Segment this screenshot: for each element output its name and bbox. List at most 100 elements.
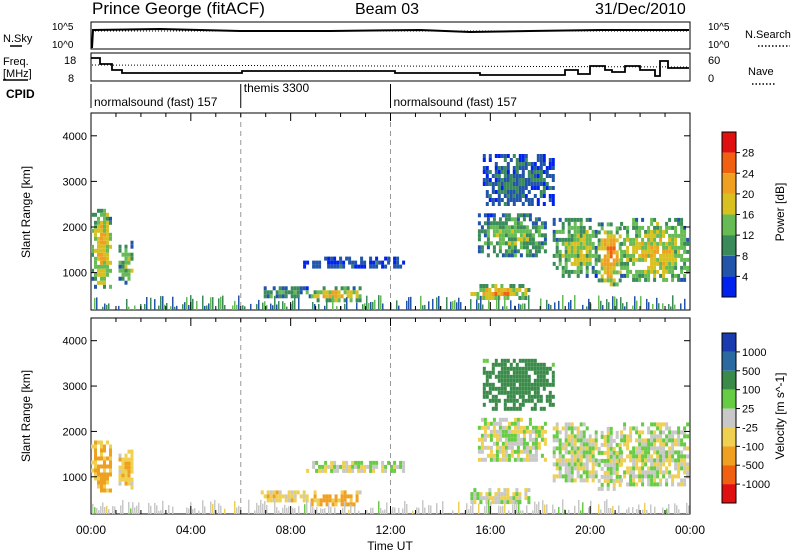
- echo-cell: [561, 241, 565, 246]
- echo-cell: [488, 154, 492, 158]
- echo-cell: [680, 466, 684, 471]
- echo-cell: [537, 245, 541, 250]
- echo-cell: [500, 166, 504, 170]
- echo-cell: [494, 170, 498, 174]
- echo-cell: [567, 273, 571, 278]
- echo-cell: [662, 458, 666, 463]
- echo-cell: [548, 194, 552, 198]
- echo-cell: [494, 496, 498, 501]
- echo-cell: [564, 426, 568, 431]
- echo-cell: [94, 276, 97, 281]
- echo-cell: [674, 249, 678, 254]
- echo-cell: [638, 466, 642, 471]
- echo-cell: [100, 228, 103, 233]
- echo-cell: [324, 508, 326, 514]
- echo-cell: [292, 300, 294, 310]
- echo-cell: [355, 498, 359, 503]
- echo-cell: [647, 430, 651, 435]
- echo-cell: [358, 294, 362, 299]
- echo-cell: [650, 253, 654, 258]
- echo-cell: [576, 474, 580, 479]
- echo-cell: [591, 474, 595, 479]
- echo-cell: [659, 229, 663, 234]
- echo-cell: [524, 386, 528, 391]
- echo-cell: [512, 170, 516, 174]
- colorbar-swatch: [722, 193, 736, 215]
- echo-cell: [106, 256, 109, 261]
- echo-cell: [641, 430, 645, 435]
- echo-cell: [647, 229, 651, 234]
- nave-trace: [91, 64, 690, 68]
- echo-cell: [570, 438, 574, 443]
- echo-cell: [446, 297, 448, 310]
- echo-cell: [198, 510, 200, 514]
- echo-cell: [100, 480, 103, 485]
- echo-cell: [635, 446, 639, 451]
- y-tick-label: 4000: [63, 131, 87, 143]
- echo-cell: [100, 236, 103, 241]
- echo-cell: [507, 445, 511, 450]
- echo-cell: [603, 462, 607, 467]
- echo-cell: [620, 253, 624, 258]
- echo-cell: [521, 358, 525, 363]
- echo-cell: [531, 441, 535, 446]
- echo-cell: [539, 174, 543, 178]
- echo-cell: [606, 454, 610, 459]
- echo-cell: [674, 438, 678, 443]
- echo-cell: [518, 154, 522, 158]
- echo-cell: [567, 458, 571, 463]
- echo-cell: [126, 299, 128, 310]
- echo-cell: [486, 241, 490, 246]
- echo-cell: [582, 434, 586, 439]
- echo-cell: [498, 421, 502, 426]
- echo-cell: [306, 499, 308, 514]
- echo-cell: [644, 454, 648, 459]
- echo-cell: [318, 303, 320, 310]
- echo-cell: [588, 470, 592, 475]
- echo-cell: [502, 306, 504, 310]
- echo-cell: [615, 282, 619, 287]
- colorbar-swatch: [722, 408, 736, 428]
- echo-cell: [641, 482, 645, 487]
- echo-cell: [653, 458, 657, 463]
- echo-cell: [528, 445, 532, 450]
- echo-cell: [662, 241, 666, 246]
- echo-cell: [334, 502, 338, 507]
- echo-cell: [509, 186, 513, 190]
- echo-cell: [302, 490, 306, 495]
- echo-cell: [603, 478, 607, 483]
- echo-cell: [656, 261, 660, 266]
- echo-cell: [497, 362, 501, 367]
- echo-cell: [684, 298, 686, 310]
- echo-cell: [103, 448, 106, 453]
- x-tick-label: 00:00: [675, 523, 705, 537]
- echo-cell: [355, 490, 359, 495]
- echo-cell: [597, 458, 601, 463]
- echo-cell: [91, 276, 94, 281]
- echo-cell: [503, 178, 507, 182]
- echo-cell: [542, 370, 546, 375]
- echo-cell: [615, 434, 619, 439]
- echo-cell: [495, 445, 499, 450]
- echo-cell: [579, 241, 583, 246]
- echo-cell: [530, 406, 534, 411]
- echo-cell: [668, 430, 672, 435]
- echo-cell: [659, 482, 663, 487]
- echo-cell: [100, 456, 103, 461]
- echo-cell: [483, 433, 487, 438]
- echo-cell: [635, 466, 639, 471]
- echo-cell: [620, 261, 624, 266]
- echo-cell: [677, 426, 681, 431]
- echo-cell: [342, 264, 346, 269]
- echo-cell: [118, 477, 122, 482]
- echo-cell: [653, 245, 657, 250]
- echo-cell: [166, 303, 168, 310]
- echo-cell: [507, 441, 511, 446]
- echo-cell: [509, 158, 513, 162]
- echo-cell: [495, 453, 499, 458]
- echo-cell: [525, 213, 529, 218]
- echo-cell: [650, 217, 654, 222]
- echo-cell: [324, 460, 328, 465]
- echo-cell: [521, 162, 525, 166]
- echo-cell: [521, 154, 525, 158]
